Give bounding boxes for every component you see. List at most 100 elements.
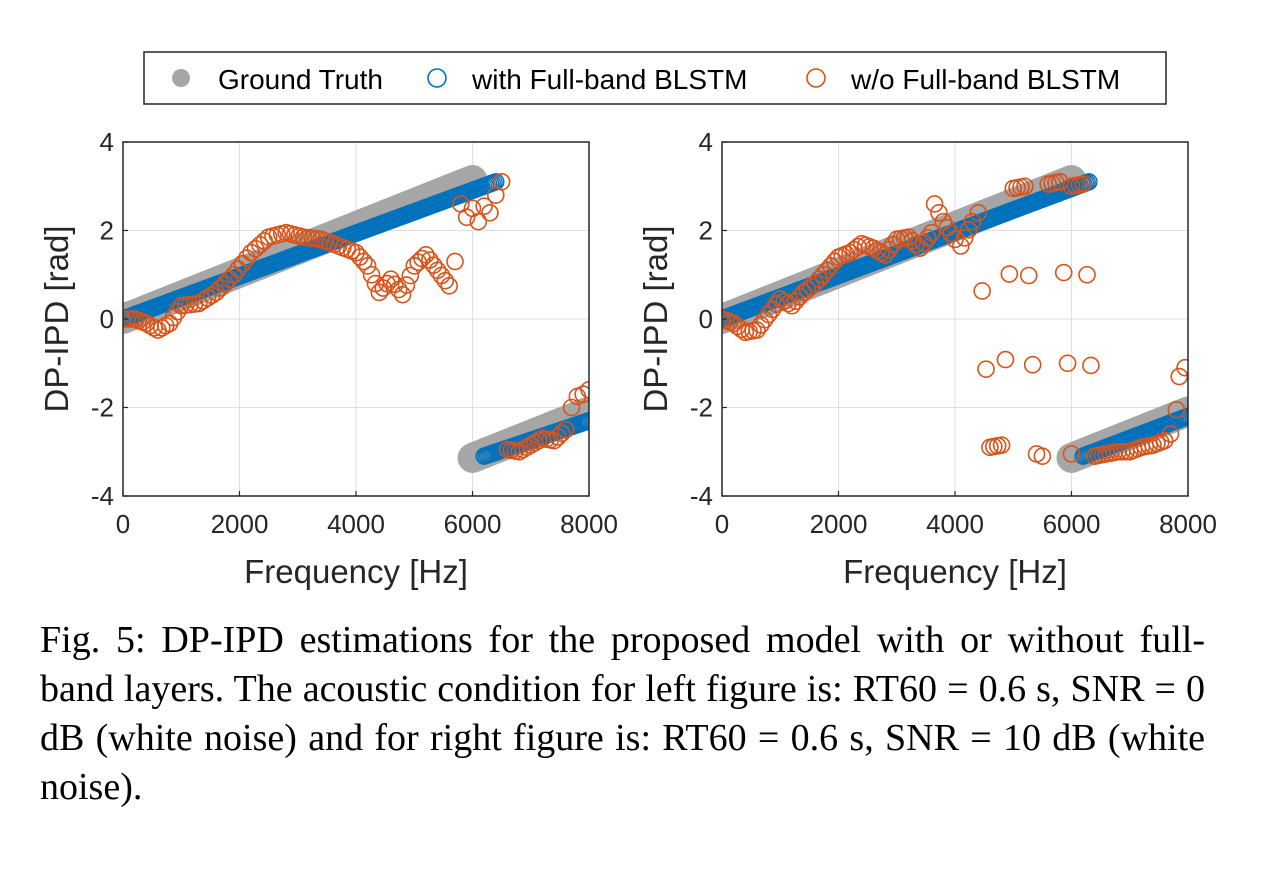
point-w-o-full-band-blstm [952,237,970,255]
point-w-o-full-band-blstm [1019,266,1038,285]
legend-marker-with-full-band [427,68,447,88]
point-w-o-full-band-blstm [919,229,937,247]
point-w-o-full-band-blstm [946,230,964,249]
point-w-o-full-band-blstm [397,276,416,294]
point-w-o-full-band-blstm [922,223,941,242]
point-w-o-full-band-blstm [955,229,974,247]
data-points [123,165,589,473]
y-axis-label: DP-IPD [rad] [38,225,75,412]
point-w-o-full-band-blstm [220,270,239,288]
x-tick-label: 4000 [926,509,984,539]
y-tick-label: -4 [91,481,114,511]
point-w-o-full-band-blstm [973,282,991,300]
y-tick-label: 4 [100,127,114,157]
point-w-o-full-band-blstm [358,257,377,275]
point-w-o-full-band-blstm [942,224,960,243]
point-w-o-full-band-blstm [1000,265,1019,283]
point-w-o-full-band-blstm [574,385,589,404]
point-w-o-full-band-blstm [436,271,455,290]
point-w-o-full-band-blstm [925,195,944,213]
x-tick-label: 0 [116,509,130,539]
right-plot-panel: 0 2000 4000 6000 8000 -4 -2 0 2 4 Frequency [Hz] DP… [637,127,1217,590]
legend: Ground Truth with Full-band BLSTM w/o Fu… [143,51,1167,105]
legend-label-ground-truth: Ground Truth [218,64,383,95]
series-w-o-full-band-blstm [123,173,589,461]
legend-box [143,51,1167,105]
point-w-o-full-band-blstm [224,265,243,284]
point-w-o-full-band-blstm [1033,447,1052,465]
point-w-o-full-band-blstm [992,436,1011,454]
legend-marker-ground-truth [172,69,190,87]
point-w-o-full-band-blstm [580,381,589,399]
y-axis-label: DP-IPD [rad] [637,225,674,412]
point-w-o-full-band-blstm [198,289,217,307]
y-tick-label: -2 [690,393,713,423]
point-w-o-full-band-blstm [481,204,499,222]
x-axis-label: Frequency [Hz] [843,553,1067,590]
point-w-o-full-band-blstm [996,350,1015,369]
point-w-o-full-band-blstm [722,310,731,328]
point-w-o-full-band-blstm [237,249,256,267]
point-w-o-full-band-blstm [1078,265,1096,284]
figure: Ground Truth with Full-band BLSTM w/o Fu… [38,51,1217,590]
y-tick-label: -4 [690,481,713,511]
point-w-o-full-band-blstm [1016,177,1034,196]
x-tick-label: 8000 [1159,509,1217,539]
point-w-o-full-band-blstm [1176,358,1188,377]
series-w-o-full-band-blstm [722,173,1188,465]
point-w-o-full-band-blstm [233,254,252,273]
point-w-o-full-band-blstm [378,274,396,293]
data-points [722,165,1188,473]
legend-label-without-full-band: w/o Full-band BLSTM [850,64,1120,95]
y-tick-label: 4 [699,127,713,157]
point-w-o-full-band-blstm [1074,175,1092,193]
point-w-o-full-band-blstm [1058,354,1077,373]
point-with-full-band-blstm [580,412,589,430]
y-tick-label: 0 [699,304,713,334]
point-w-o-full-band-blstm [1155,431,1174,450]
point-w-o-full-band-blstm [457,208,476,227]
x-tick-label: 8000 [560,509,618,539]
x-tick-label: 2000 [810,509,868,539]
x-tick-label: 6000 [444,509,502,539]
x-tick-label: 0 [715,509,729,539]
point-w-o-full-band-blstm [1062,445,1081,463]
x-axis-label: Frequency [Hz] [244,553,468,590]
point-w-o-full-band-blstm [401,266,420,285]
legend-marker-without-full-band [806,68,826,88]
point-w-o-full-band-blstm [1054,263,1073,282]
point-w-o-full-band-blstm [362,265,381,284]
x-tick-label: 4000 [327,509,385,539]
point-w-o-full-band-blstm [428,261,447,280]
point-w-o-full-band-blstm [440,277,459,295]
point-w-o-full-band-blstm [1167,400,1186,419]
point-w-o-full-band-blstm [354,252,373,271]
point-w-o-full-band-blstm [424,256,443,274]
point-w-o-full-band-blstm [872,243,891,262]
figure-caption: Fig. 5: DP-IPD estimations for the propo… [40,619,1205,808]
point-w-o-full-band-blstm [977,360,995,378]
point-w-o-full-band-blstm [562,398,581,417]
point-with-full-band-blstm [487,173,505,191]
point-w-o-full-band-blstm [1170,367,1188,386]
point-w-o-full-band-blstm [959,220,978,239]
point-w-o-full-band-blstm [469,212,488,231]
point-w-o-full-band-blstm [1023,355,1042,374]
point-w-o-full-band-blstm [393,285,412,304]
point-w-o-full-band-blstm [930,204,948,222]
y-tick-label: 2 [699,216,713,246]
point-w-o-full-band-blstm [1161,425,1180,443]
point-w-o-full-band-blstm [432,266,451,285]
point-w-o-full-band-blstm [475,197,493,215]
point-w-o-full-band-blstm [194,291,212,310]
point-w-o-full-band-blstm [492,173,511,191]
y-tick-label: 0 [100,304,114,334]
x-tick-label: 2000 [211,509,269,539]
point-w-o-full-band-blstm [556,420,575,439]
point-w-o-full-band-blstm [229,260,247,279]
point-w-o-full-band-blstm [446,252,464,271]
left-plot-panel: 0 2000 4000 6000 8000 -4 -2 0 2 4 Frequency [Hz] DP… [38,127,618,590]
legend-label-with-full-band: with Full-band BLSTM [471,64,747,95]
point-w-o-full-band-blstm [1082,356,1100,375]
point-w-o-full-band-blstm [553,424,571,443]
